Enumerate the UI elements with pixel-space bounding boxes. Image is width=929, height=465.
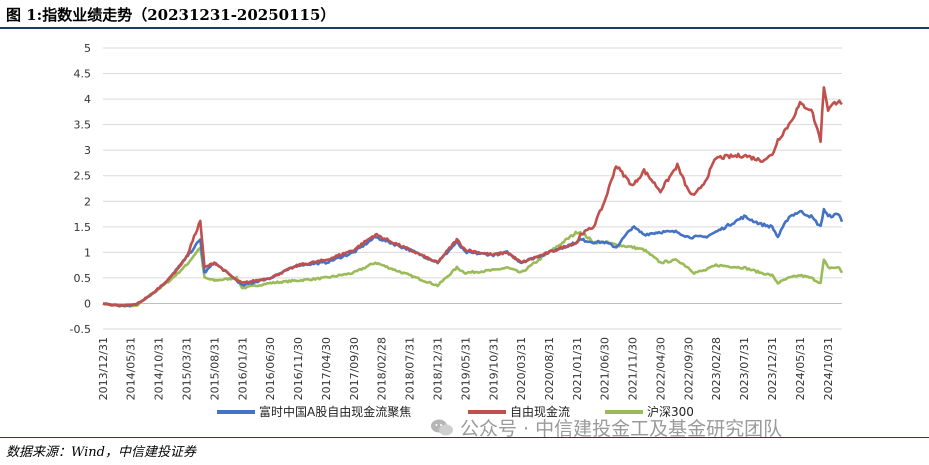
- y-tick-label: 3.5: [74, 119, 92, 132]
- x-tick-label: 2014/05/31: [125, 337, 138, 400]
- series-lines: [102, 86, 844, 308]
- y-tick-label: -0.5: [70, 323, 91, 336]
- watermark: 公众号 · 中信建投金工及基金研究团队: [430, 414, 782, 441]
- y-tick-label: 2.5: [74, 170, 92, 183]
- x-tick-label: 2014/10/31: [153, 337, 166, 400]
- x-tick-label: 2016/06/30: [264, 337, 277, 400]
- x-tick-label: 2023/07/31: [738, 337, 751, 400]
- y-axis-ticks: -0.5 0 0.5 1 1.5 2 2.5 3 3.5 4 4.5 5: [70, 42, 91, 336]
- x-tick-label: 2016/11/30: [292, 337, 305, 400]
- y-tick-label: 4: [84, 93, 91, 106]
- x-tick-label: 2021/11/30: [627, 337, 640, 400]
- x-tick-label: 2022/04/30: [654, 337, 667, 400]
- series-line-0: [102, 207, 844, 308]
- series-line-1: [102, 86, 843, 308]
- line-chart: -0.5 0 0.5 1 1.5 2 2.5 3 3.5 4 4.5 5 2013/12/31 2014…: [70, 42, 844, 419]
- x-tick-label: 2013/12/31: [97, 337, 110, 400]
- legend: 富时中国A股自由现金流聚焦 自由现金流 沪深300: [217, 404, 694, 419]
- source-rule: [0, 437, 929, 438]
- legend-label: 自由现金流: [510, 404, 570, 419]
- x-tick-label: 2021/01/31: [571, 337, 584, 400]
- data-source: 数据来源：Wind，中信建投证券: [6, 445, 196, 460]
- figure-title: 图 1:指数业绩走势（20231231-20250115）: [6, 6, 336, 24]
- y-tick-label: 2: [84, 195, 91, 208]
- y-tick-label: 1.5: [74, 221, 92, 234]
- x-axis-ticks: 2013/12/31 2014/05/31 2014/10/31 2015/03/31…: [97, 337, 835, 400]
- series-line-2: [102, 230, 844, 308]
- x-tick-label: 2017/04/30: [320, 337, 333, 400]
- x-tick-label: 2022/09/30: [682, 337, 695, 400]
- x-tick-label: 2023/02/28: [710, 337, 723, 400]
- legend-label: 沪深300: [647, 405, 694, 419]
- x-tick-label: 2019/05/31: [459, 337, 472, 400]
- legend-label: 富时中国A股自由现金流聚焦: [259, 404, 411, 419]
- title-rule: [0, 27, 929, 29]
- x-tick-label: 2017/09/30: [348, 337, 361, 400]
- x-tick-label: 2018/07/31: [404, 337, 417, 400]
- y-tick-label: 0.5: [74, 272, 92, 285]
- y-tick-label: 1: [84, 246, 91, 259]
- x-tick-label: 2024/05/31: [794, 337, 807, 400]
- x-tick-label: 2020/08/31: [543, 337, 556, 400]
- x-tick-label: 2015/08/31: [208, 337, 221, 400]
- y-tick-label: 0: [84, 297, 91, 310]
- y-tick-label: 5: [84, 42, 91, 55]
- x-tick-label: 2019/10/31: [487, 337, 500, 400]
- x-tick-label: 2018/02/28: [376, 337, 389, 400]
- x-tick-label: 2016/01/31: [236, 337, 249, 400]
- wechat-icon: [431, 419, 453, 435]
- grid-lines: [103, 47, 842, 330]
- x-tick-label: 2018/12/31: [432, 337, 445, 400]
- y-tick-label: 3: [84, 144, 91, 157]
- x-tick-label: 2024/10/31: [822, 337, 835, 400]
- x-tick-label: 2023/12/31: [766, 337, 779, 400]
- x-tick-label: 2021/06/30: [599, 337, 612, 400]
- y-tick-label: 4.5: [74, 68, 92, 81]
- watermark-text: 公众号 · 中信建投金工及基金研究团队: [460, 418, 783, 440]
- x-tick-label: 2015/03/31: [180, 337, 193, 400]
- x-tick-label: 2020/03/31: [515, 337, 528, 400]
